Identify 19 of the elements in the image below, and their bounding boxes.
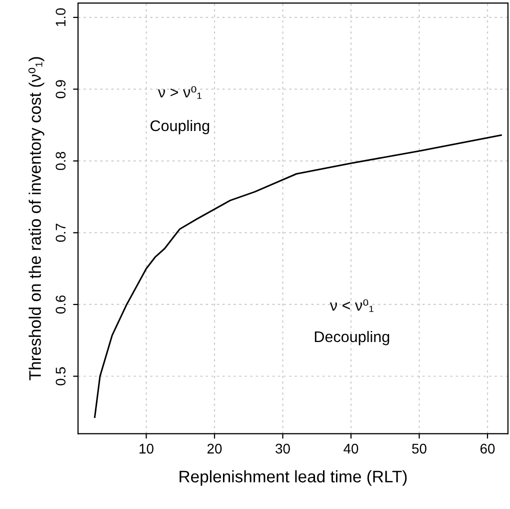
y-tick-label: 0.9: [56, 80, 66, 98]
x-tick-label: 50: [412, 444, 426, 454]
y-axis-title: Threshold on the ratio of inventory cost (ν⁰₁): [28, 57, 44, 380]
y-tick-label: 0.5: [56, 367, 66, 386]
x-tick-label: 10: [140, 444, 154, 454]
x-axis-title: Replenishment lead time (RLT): [180, 470, 407, 486]
x-tick-label: 30: [276, 444, 290, 454]
annotation: Decoupling: [314, 330, 390, 346]
y-tick-label: 0.6: [56, 295, 66, 314]
x-tick-label: 40: [344, 444, 358, 454]
x-tick-label: 20: [207, 444, 222, 454]
y-tick-label: 1.0: [56, 8, 66, 26]
annotation: Coupling: [150, 120, 210, 134]
annotation: ν > ν⁰₁: [158, 86, 202, 99]
y-tick-label: 0.8: [56, 152, 66, 170]
annotation: ν < ν⁰₁: [330, 299, 374, 312]
x-tick-label: 60: [480, 444, 495, 454]
line-series: [94, 134, 502, 418]
y-tick-label: 0.7: [56, 224, 66, 242]
